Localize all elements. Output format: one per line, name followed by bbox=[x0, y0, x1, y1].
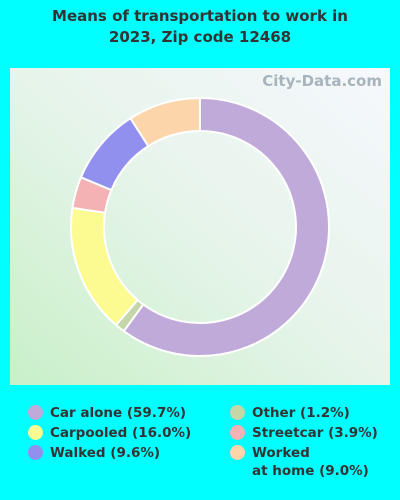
watermark: City-Data.com bbox=[262, 72, 382, 90]
legend: Car alone (59.7%) Other (1.2%) Carpooled (… bbox=[28, 404, 388, 480]
legend-item: Streetcar (3.9%) bbox=[230, 424, 388, 442]
legend-label: Carpooled (16.0%) bbox=[50, 425, 192, 441]
legend-label: Streetcar (3.9%) bbox=[252, 425, 378, 441]
donut-slice bbox=[122, 96, 330, 357]
legend-swatch bbox=[230, 445, 245, 460]
legend-item: Worked at home (9.0%) bbox=[230, 444, 388, 480]
chart-title: Means of transportation to work in 2023,… bbox=[52, 7, 348, 46]
legend-swatch bbox=[28, 425, 43, 440]
legend-label: Car alone (59.7%) bbox=[50, 405, 187, 421]
legend-label: Walked (9.6%) bbox=[50, 445, 161, 461]
legend-item: Car alone (59.7%) bbox=[28, 404, 230, 422]
legend-label: Other (1.2%) bbox=[252, 405, 350, 421]
legend-label: Worked at home (9.0%) bbox=[252, 445, 369, 479]
chart: City-Data.com bbox=[10, 68, 390, 385]
legend-item: Walked (9.6%) bbox=[28, 444, 230, 480]
legend-item: Other (1.2%) bbox=[230, 404, 388, 422]
donut-slice bbox=[129, 96, 201, 148]
legend-swatch bbox=[230, 405, 245, 420]
legend-item: Carpooled (16.0%) bbox=[28, 424, 230, 442]
legend-swatch bbox=[28, 445, 43, 460]
legend-swatch bbox=[28, 405, 43, 420]
legend-swatch bbox=[230, 425, 245, 440]
